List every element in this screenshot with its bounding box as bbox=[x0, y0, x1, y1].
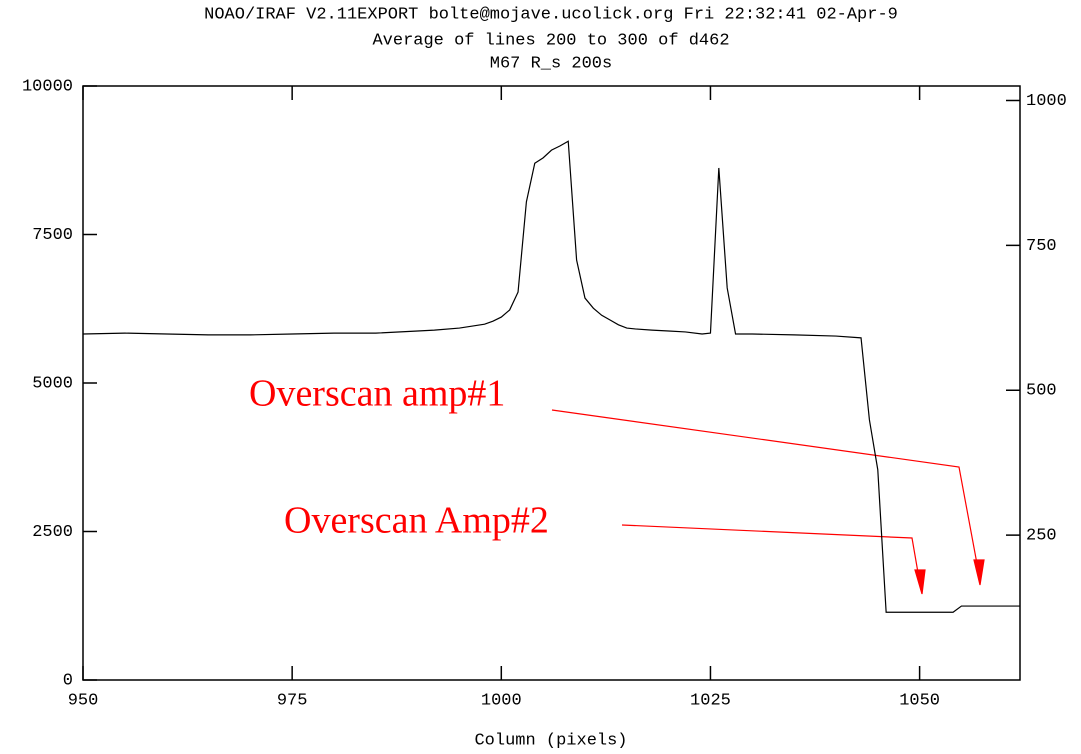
annotation: Overscan Amp#2 bbox=[284, 500, 549, 542]
subtitle: M67 R_s 200s bbox=[490, 54, 612, 73]
annotation-arrows bbox=[551, 409, 985, 595]
y2-tick-label: 500 bbox=[1026, 382, 1057, 401]
annotation: Overscan amp#1 bbox=[249, 373, 505, 415]
data-line bbox=[82, 140, 1020, 613]
x-tick-label: 1050 bbox=[899, 691, 940, 710]
y2-tick-label: 750 bbox=[1026, 237, 1057, 256]
x-tick-label: 975 bbox=[277, 691, 308, 710]
y-tick-label: 7500 bbox=[32, 226, 73, 245]
y2-tick-label: 250 bbox=[1026, 527, 1057, 546]
y-tick-label: 2500 bbox=[32, 523, 73, 542]
y2-tick-label: 1000 bbox=[1026, 92, 1067, 111]
y-tick-label: 0 bbox=[63, 671, 73, 690]
x-axis-label: Column (pixels) bbox=[474, 731, 627, 750]
y-tick-label: 5000 bbox=[32, 374, 73, 393]
arrow-head bbox=[973, 559, 985, 586]
arrow-head bbox=[914, 569, 926, 595]
x-tick-label: 1025 bbox=[690, 691, 731, 710]
arrow bbox=[551, 409, 981, 581]
subtitle: Average of lines 200 to 300 of d462 bbox=[372, 31, 729, 50]
plot-frame bbox=[82, 85, 1021, 681]
x-tick-label: 950 bbox=[68, 691, 99, 710]
arrow bbox=[621, 524, 922, 591]
x-tick-label: 1000 bbox=[481, 691, 522, 710]
title: NOAO/IRAF V2.11EXPORT bolte@mojave.ucoli… bbox=[204, 5, 898, 24]
y-tick-label: 10000 bbox=[22, 77, 73, 96]
